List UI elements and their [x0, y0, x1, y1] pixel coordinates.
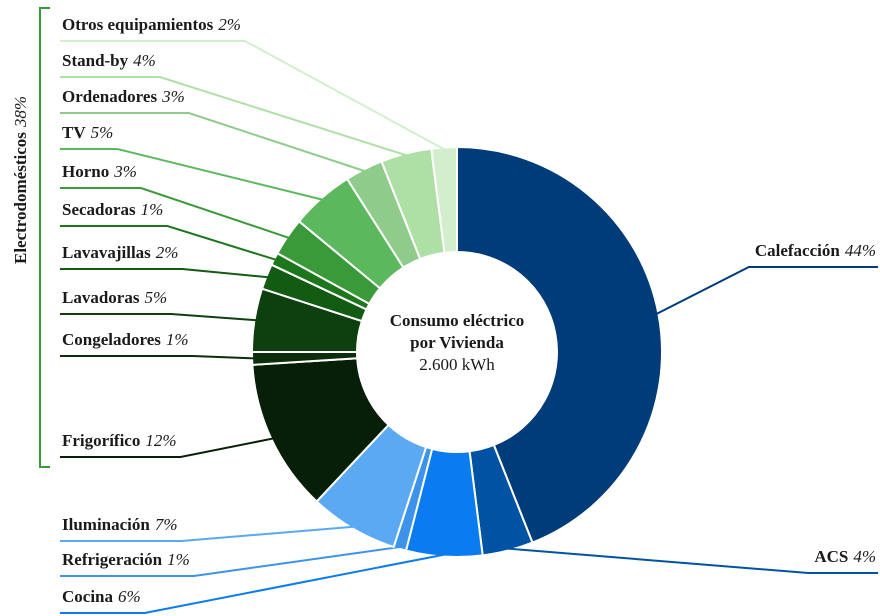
label-name: Horno [62, 162, 109, 181]
label-value: 4% [853, 547, 876, 566]
label-name: Congeladores [62, 330, 161, 349]
leader-line [60, 553, 445, 614]
center-text: Consumo eléctrico [390, 311, 525, 330]
label-name: Lavadoras [62, 288, 140, 307]
group-bracket [39, 7, 50, 468]
slice-label: ACS 4% [814, 547, 876, 566]
label-value: 12% [145, 431, 176, 450]
label-value: 1% [167, 550, 190, 569]
leader-line [60, 148, 323, 201]
slice-label: Iluminación 7% [62, 515, 178, 534]
group-value: 38% [11, 96, 30, 128]
label-value: 3% [161, 87, 185, 106]
slice-label: Congeladores 1% [62, 330, 189, 349]
leader-line [60, 355, 255, 360]
label-value: 7% [155, 515, 178, 534]
label-name: Ordenadores [62, 87, 157, 106]
label-value: 3% [113, 162, 137, 181]
label-value: 2% [218, 15, 241, 34]
label-value: 6% [118, 587, 141, 606]
slice-label: Frigorífico 12% [62, 431, 177, 450]
label-name: Frigorífico [62, 431, 140, 450]
label-name: Calefacción [755, 241, 841, 260]
slice-label: Horno 3% [62, 162, 137, 181]
label-value: 4% [133, 51, 156, 70]
center-hole [359, 254, 555, 450]
slice [456, 145, 663, 544]
label-name: Iluminación [62, 515, 150, 534]
slice-label: Ordenadores 3% [62, 87, 185, 106]
slice-label: Otros equipamientos 2% [62, 15, 241, 34]
label-value: 5% [91, 123, 114, 142]
group-label: Electrodomésticos 38% [11, 96, 30, 264]
label-name: Otros equipamientos [62, 15, 214, 34]
center-text: por Vivienda [410, 333, 504, 352]
label-name: ACS [814, 547, 848, 566]
slice-label: Calefacción 44% [755, 241, 876, 260]
leader-line [60, 187, 290, 239]
label-value: 1% [166, 330, 189, 349]
label-name: TV [62, 123, 86, 142]
slice-label: Lavadoras 5% [62, 288, 167, 307]
label-value: 1% [141, 200, 164, 219]
leader-line [60, 76, 407, 157]
leader-line [60, 112, 366, 173]
slice-label: Secadoras 1% [62, 200, 163, 219]
leader-line [60, 437, 274, 458]
label-name: Lavavajillas [62, 243, 151, 262]
label-value: 44% [845, 241, 876, 260]
label-value: 2% [156, 243, 179, 262]
slice-label: Cocina 6% [62, 587, 141, 606]
label-name: Stand-by [62, 51, 129, 70]
label-name: Refrigeración [62, 550, 163, 569]
slice-label: Stand-by 4% [62, 51, 156, 70]
leader-line [60, 268, 269, 279]
leader-line [655, 266, 878, 315]
leader-line [507, 547, 878, 574]
leader-line [60, 525, 354, 542]
slice-label: Lavavajillas 2% [62, 243, 178, 262]
label-name: Cocina [62, 587, 114, 606]
leader-line [60, 225, 277, 261]
leader-line [60, 545, 401, 577]
leader-line [60, 40, 445, 151]
leader-line [60, 313, 257, 322]
slice-label: TV 5% [62, 123, 113, 142]
group-name: Electrodomésticos [11, 132, 30, 264]
label-name: Secadoras [62, 200, 136, 219]
label-value: 5% [144, 288, 167, 307]
slice-label: Refrigeración 1% [62, 550, 190, 569]
center-text: 2.600 kWh [419, 355, 495, 374]
